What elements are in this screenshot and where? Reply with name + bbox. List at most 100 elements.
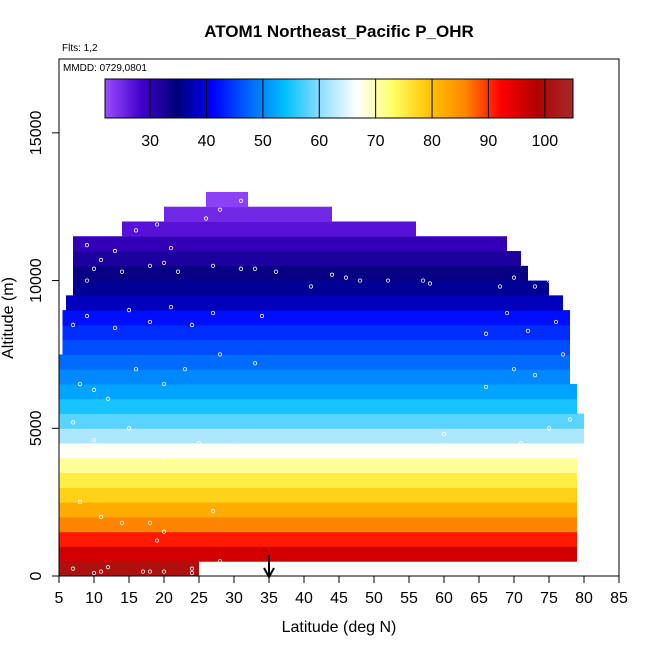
sample-point bbox=[210, 263, 216, 268]
heat-band bbox=[73, 236, 507, 252]
x-tick-label: 45 bbox=[330, 590, 348, 607]
sample-point bbox=[140, 449, 146, 455]
sample-point bbox=[189, 322, 195, 327]
latitude-marker-arrow bbox=[263, 555, 275, 580]
sample-point bbox=[252, 266, 258, 271]
sample-point bbox=[70, 322, 76, 327]
heat-band bbox=[59, 472, 577, 488]
sample-point bbox=[504, 310, 510, 316]
sample-point bbox=[511, 367, 517, 372]
sample-point bbox=[567, 417, 573, 422]
colorbar-tick-label: 100 bbox=[531, 133, 558, 150]
date-annotation: MMDD: 0729,0801 bbox=[63, 63, 147, 74]
sample-point bbox=[161, 569, 167, 574]
x-tick-label: 50 bbox=[365, 590, 383, 607]
heat-band bbox=[59, 546, 577, 562]
sample-point bbox=[98, 257, 104, 262]
heat-band bbox=[73, 265, 528, 282]
colorbar-tick-label: 80 bbox=[423, 133, 441, 150]
sample-point bbox=[420, 278, 426, 283]
sample-point bbox=[427, 281, 433, 286]
sample-point bbox=[91, 570, 97, 576]
heatmap-layer bbox=[59, 191, 584, 577]
x-tick-label: 55 bbox=[400, 590, 418, 607]
colorbar-tick-label: 30 bbox=[141, 133, 159, 150]
sample-point bbox=[133, 228, 139, 233]
sample-point bbox=[112, 325, 118, 330]
y-tick-label: 5000 bbox=[28, 410, 45, 446]
heat-band bbox=[59, 561, 199, 577]
heat-band bbox=[59, 354, 570, 370]
sample-point bbox=[182, 367, 188, 372]
sample-point bbox=[119, 269, 125, 274]
sample-point bbox=[483, 384, 489, 390]
sample-point bbox=[161, 455, 167, 460]
heat-band bbox=[122, 221, 416, 237]
heat-band bbox=[73, 251, 521, 267]
x-tick-label: 10 bbox=[85, 590, 103, 607]
y-tick-label: 15000 bbox=[28, 111, 45, 156]
sample-point bbox=[238, 198, 244, 203]
heat-band bbox=[59, 383, 577, 400]
colorbar: 30 40 50 60 70 80 90 100 bbox=[104, 78, 574, 150]
sample-point bbox=[147, 263, 153, 268]
sample-point bbox=[147, 569, 153, 574]
sample-point bbox=[518, 440, 524, 446]
x-axis: 5 10 15 20 25 30 35 40 45 50 55 60 65 70 75 80 85 bbox=[55, 576, 628, 607]
heat-band bbox=[206, 191, 248, 208]
sample-point bbox=[532, 373, 538, 378]
sample-point bbox=[357, 278, 363, 283]
x-tick-label: 15 bbox=[120, 590, 138, 607]
heat-band bbox=[59, 457, 577, 474]
x-tick-label: 75 bbox=[540, 590, 558, 607]
sample-point bbox=[525, 328, 531, 333]
sample-point bbox=[210, 310, 216, 316]
sample-point bbox=[112, 248, 118, 254]
sample-point bbox=[105, 565, 111, 570]
colorbar-tick-label: 60 bbox=[310, 133, 328, 150]
sample-point bbox=[70, 420, 76, 425]
sample-point bbox=[553, 319, 559, 325]
sample-point bbox=[161, 529, 167, 534]
heat-band bbox=[59, 428, 584, 444]
sample-point bbox=[189, 570, 195, 576]
sample-point bbox=[546, 426, 552, 431]
sample-point bbox=[98, 569, 104, 574]
heat-band bbox=[62, 324, 570, 341]
sample-point bbox=[154, 538, 160, 543]
sample-point bbox=[105, 396, 111, 401]
sample-point bbox=[161, 381, 167, 387]
sample-point bbox=[483, 331, 489, 336]
heat-band bbox=[62, 310, 570, 326]
sample-point bbox=[168, 245, 174, 251]
sample-point bbox=[497, 284, 503, 289]
flights-annotation: Flts: 1,2 bbox=[62, 43, 98, 54]
y-axis-label: Altitude (m) bbox=[0, 277, 17, 359]
sample-point bbox=[273, 269, 279, 274]
sample-points bbox=[70, 198, 573, 576]
heat-band bbox=[66, 295, 563, 311]
sample-point bbox=[91, 266, 97, 271]
heat-band bbox=[62, 339, 570, 355]
colorbar-gradient bbox=[104, 78, 574, 119]
sample-point bbox=[175, 269, 181, 274]
sample-point bbox=[546, 278, 552, 283]
x-tick-label: 60 bbox=[435, 590, 453, 607]
sample-point bbox=[126, 426, 132, 431]
sample-point bbox=[77, 500, 83, 505]
sample-point bbox=[217, 207, 223, 212]
sample-point bbox=[70, 566, 76, 571]
sample-point bbox=[98, 514, 104, 520]
sample-point bbox=[119, 520, 125, 525]
x-tick-label: 80 bbox=[575, 590, 593, 607]
sample-point bbox=[189, 566, 195, 571]
sample-point bbox=[133, 367, 139, 372]
sample-point bbox=[84, 278, 90, 283]
sample-point bbox=[259, 313, 265, 319]
x-tick-label: 40 bbox=[295, 590, 313, 607]
heat-band bbox=[59, 369, 570, 385]
sample-point bbox=[196, 440, 202, 446]
sample-point bbox=[91, 438, 97, 443]
sample-point bbox=[126, 308, 132, 313]
